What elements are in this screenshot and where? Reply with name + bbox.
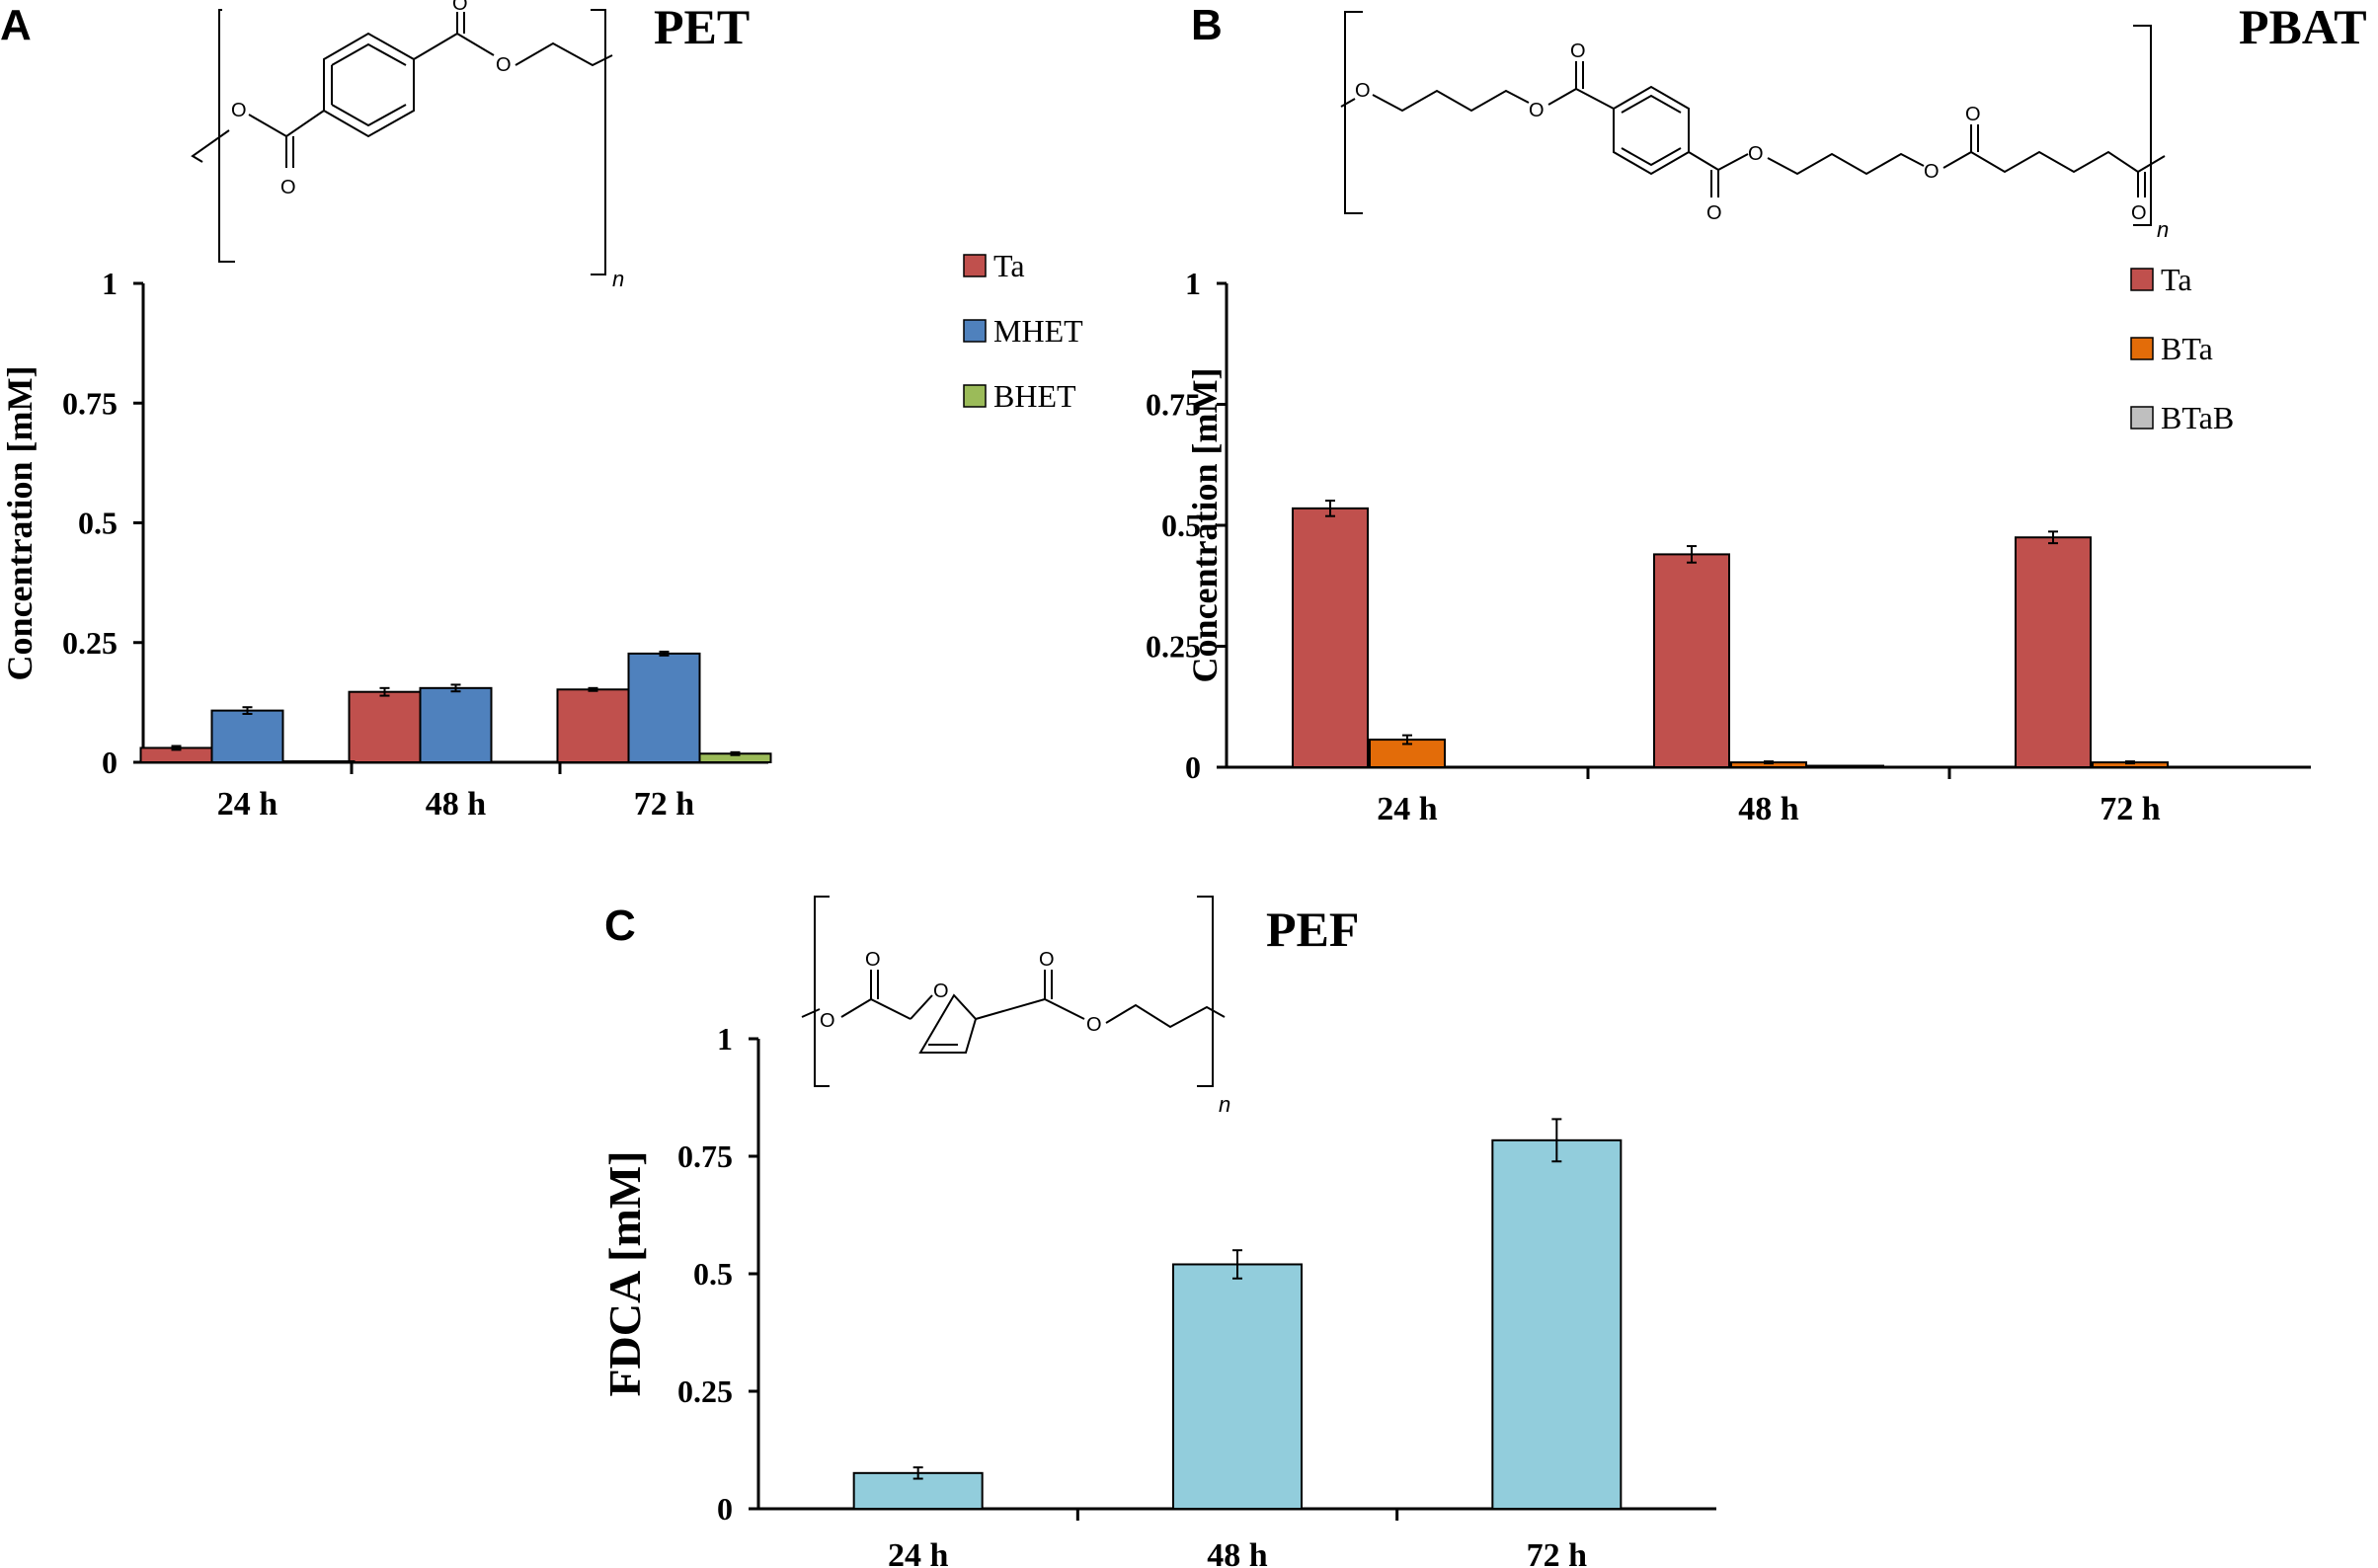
pef-ytick-label: 1	[717, 1021, 733, 1057]
pef-polymer-name: PEF	[1266, 902, 1359, 957]
panel-b-letter: B	[1191, 1, 1223, 49]
pbat-ytick-label: 1	[1185, 266, 1201, 301]
pef-category-label: 24 h	[888, 1537, 949, 1568]
pet-legend-swatch	[963, 384, 987, 408]
pbat-bar-ta	[2015, 536, 2092, 768]
pet-ytick-label: 0.5	[78, 506, 118, 541]
pef-o-1: O	[820, 1010, 835, 1032]
pbat-category-label: 72 h	[2100, 791, 2161, 827]
pef-bar-fdca	[1172, 1263, 1303, 1510]
pef-chart: 0 0.25 0.5 0.75 1 FDCA [mM] 24 h 48 h 72 h	[599, 1021, 1716, 1568]
pbat-structure: n O O O O O O O O	[1340, 11, 2169, 242]
pbat-o-1: O	[1355, 80, 1371, 102]
pbat-ytick-label: 0.25	[1146, 629, 1201, 665]
pet-o-ester-right: O	[496, 54, 512, 76]
pet-left-bracket	[218, 9, 235, 263]
pef-ytick-label: 0	[717, 1491, 733, 1527]
pet-ytick-label: 0	[102, 745, 118, 780]
pet-structure: n O O O O	[191, 0, 624, 291]
pet-bar-mhet	[419, 686, 493, 764]
pbat-o-7: O	[1965, 104, 1981, 125]
pbat-legend-swatch	[2130, 406, 2154, 430]
pet-ytick-label: 0.25	[62, 625, 118, 661]
pet-o-top: O	[452, 0, 468, 15]
panel-b: B PBAT n O O O O O O	[1146, 0, 2367, 827]
pbat-legend-label: Ta	[2161, 262, 2192, 297]
pet-legend-label: MHET	[993, 313, 1083, 349]
pef-structure: n O O O O O	[801, 896, 1230, 1117]
panel-c: C PEF n O O O O O 0 0.25 0.5 0.75 1 FDCA [mM]…	[599, 896, 1716, 1568]
pbat-o-5: O	[1748, 143, 1764, 165]
panel-a: A PET n O O O O 00.250.50.	[0, 0, 1083, 823]
pef-o-4: O	[1086, 1014, 1102, 1036]
pet-o-ester-left: O	[231, 100, 247, 121]
pet-category-label: 72 h	[634, 786, 695, 823]
pbat-o-4: O	[1706, 202, 1722, 224]
pet-o-bottom: O	[280, 177, 296, 198]
pbat-bar-btab	[1807, 764, 1884, 769]
pet-legend-swatch	[963, 254, 987, 277]
pet-legend-label: BHET	[993, 378, 1076, 414]
pef-ytick-label: 0.75	[677, 1138, 733, 1174]
pef-ytick-label: 0.25	[677, 1373, 733, 1409]
pet-y-axis-title: Concentration [mM]	[0, 366, 40, 681]
pbat-legend-swatch	[2130, 337, 2154, 360]
pef-o-furan: O	[933, 980, 949, 1002]
pet-legend-swatch	[963, 319, 987, 343]
pet-ytick-label: 0.75	[62, 385, 118, 421]
pbat-category-label: 24 h	[1377, 791, 1438, 827]
pef-bar-fdca	[1491, 1138, 1623, 1511]
pef-left-bracket	[814, 896, 830, 1087]
pbat-ytick-label: 0.75	[1146, 387, 1201, 423]
pbat-left-bracket	[1344, 11, 1363, 214]
pet-category-label: 48 h	[426, 786, 487, 823]
pbat-polymer-name: PBAT	[2239, 0, 2367, 54]
pet-polymer-name: PET	[654, 0, 750, 54]
pef-o-2: O	[865, 949, 881, 971]
pef-category-label: 72 h	[1527, 1537, 1588, 1568]
pbat-o-8: O	[2131, 202, 2147, 224]
pbat-legend-label: BTaB	[2161, 400, 2234, 435]
pet-bar-mhet	[210, 709, 284, 763]
pet-legend-label: Ta	[993, 248, 1025, 283]
pet-ytick-label: 1	[102, 266, 118, 301]
pet-bar-ta	[556, 688, 630, 764]
pbat-n-subscript: n	[2157, 217, 2169, 242]
pbat-o-6: O	[1924, 161, 1940, 183]
pef-category-label: 48 h	[1207, 1537, 1268, 1568]
pet-right-bracket	[591, 9, 606, 275]
pef-o-3: O	[1039, 949, 1055, 971]
pet-bar-ta	[348, 690, 422, 764]
pbat-chart: 0 0.25 0.5 0.75 1 Concentration [mM] 24 h 48 h 7…	[1146, 262, 2311, 827]
pbat-y-axis-title: Concentration [mM]	[1185, 368, 1225, 683]
pbat-right-bracket	[2133, 25, 2152, 226]
pbat-ytick-label: 0.5	[1161, 508, 1201, 543]
pef-n-subscript: n	[1219, 1092, 1230, 1117]
pet-bar-mhet	[627, 652, 701, 764]
panel-c-letter: C	[604, 902, 636, 950]
pbat-o-2: O	[1529, 100, 1545, 121]
pbat-legend-label: BTa	[2161, 331, 2213, 366]
pef-y-axis-title: FDCA [mM]	[599, 1150, 650, 1396]
pbat-ytick-label: 0	[1185, 749, 1201, 785]
pet-n-subscript: n	[612, 267, 624, 291]
pbat-bar-ta	[1292, 507, 1369, 768]
pef-right-bracket	[1197, 896, 1214, 1087]
panel-a-letter: A	[0, 1, 32, 49]
pbat-o-3: O	[1570, 40, 1586, 62]
pet-bar-bhet	[281, 760, 356, 764]
pet-category-label: 24 h	[217, 786, 278, 823]
pef-ytick-label: 0.5	[693, 1256, 733, 1292]
pbat-category-label: 48 h	[1738, 791, 1799, 827]
pet-chart: 0 0.25 0.5 0.75 1 Concentration [mM] 24 h 48 h 7…	[0, 248, 1083, 823]
pbat-legend-swatch	[2130, 268, 2154, 291]
pbat-bar-ta	[1653, 553, 1730, 769]
